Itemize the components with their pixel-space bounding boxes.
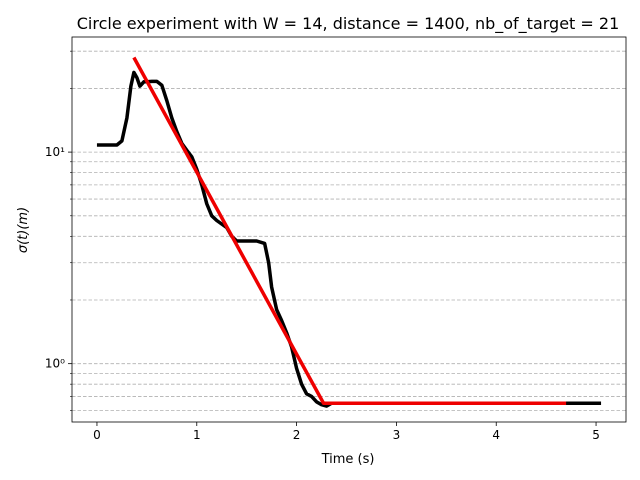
sigma-measured-line (96, 70, 602, 408)
y-axis-label: σ(t)(m) (16, 207, 31, 253)
x-tick-label: 1 (193, 428, 201, 442)
tick-layer: 0 1 2 3 4 5 10⁰ 10¹ (45, 50, 600, 442)
x-axis-label: Time (s) (321, 452, 375, 467)
x-tick-label: 4 (492, 428, 500, 442)
sigma-fit-line (132, 56, 567, 405)
plot-frame (71, 36, 627, 423)
x-tick-label: 2 (293, 428, 301, 442)
x-tick-label: 3 (393, 428, 401, 442)
grid-layer (72, 50, 626, 412)
chart-title: Circle experiment with W = 14, distance … (77, 14, 620, 34)
y-tick-label: 10¹ (45, 145, 65, 159)
y-tick-label: 10⁰ (45, 357, 65, 371)
x-tick-label: 0 (93, 428, 101, 442)
x-tick-label: 5 (592, 428, 600, 442)
series-layer (96, 56, 602, 408)
